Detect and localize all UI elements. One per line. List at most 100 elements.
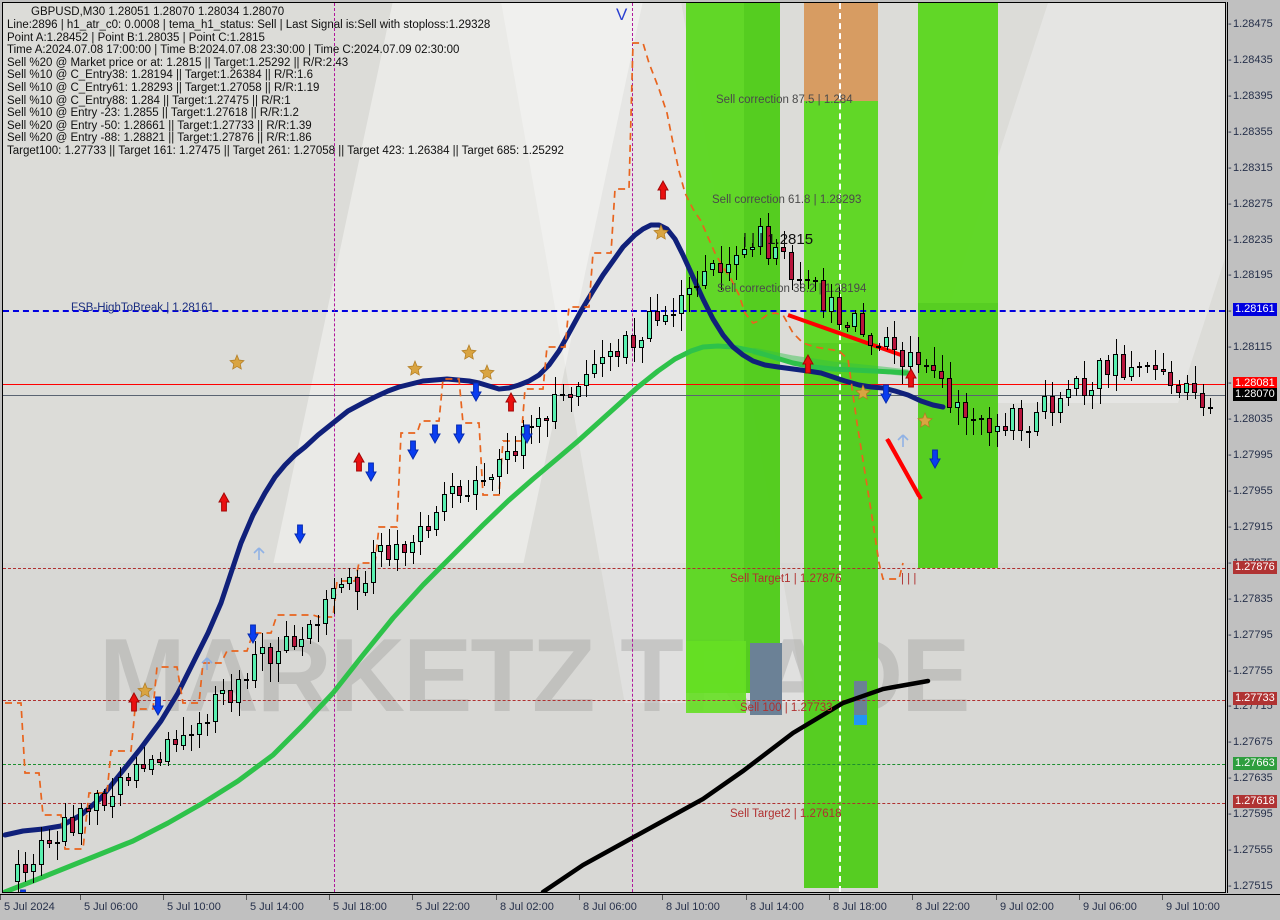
candle-body [876, 346, 881, 348]
candle-body [497, 459, 502, 477]
candle-body [110, 796, 115, 807]
session-band [918, 303, 998, 568]
price-tick: -1.27515 [1228, 880, 1273, 892]
price-tick: -1.28035 [1228, 413, 1273, 425]
sell-arrow-icon [802, 354, 814, 374]
candle-body [1105, 360, 1110, 375]
candle-body [608, 351, 613, 357]
buy-arrow-icon [929, 449, 941, 469]
candle-body [402, 544, 407, 553]
time-tick-mark [80, 895, 81, 900]
price-tick: -1.27835 [1228, 593, 1273, 605]
candle-body [23, 864, 28, 873]
price-tick: -1.28195 [1228, 269, 1273, 281]
price-axis[interactable]: -1.28475 -1.28435 -1.28395 -1.28355 -1.28315… [1227, 2, 1278, 893]
candle-wick [784, 231, 785, 259]
sell-correction-382: Sell correction 38.2 | 1.28194 [717, 283, 867, 295]
badge-ask[interactable]: 1.28081 [1233, 377, 1277, 390]
session-band [804, 343, 878, 888]
info-lines: Line:2896 | h1_atr_c0: 0.0008 | tema_h1_… [7, 19, 767, 158]
chart-plot-area[interactable]: MARKETZ TRADE [2, 2, 1226, 893]
badge-target1[interactable]: 1.27876 [1233, 561, 1277, 574]
badge-target2[interactable]: 1.27618 [1233, 795, 1277, 808]
forecast-line [540, 678, 931, 892]
candle-wick [642, 337, 643, 363]
candle-wick [744, 237, 745, 258]
candle-body [1208, 407, 1213, 409]
price-tick: -1.28395 [1228, 90, 1273, 102]
candle-body [829, 297, 834, 312]
price-tick: -1.27595 [1228, 808, 1273, 820]
candle-body [781, 247, 786, 252]
chart-info-panel: GBPUSD,M30 1.28051 1.28070 1.28034 1.280… [7, 5, 767, 158]
time-tick: 5 Jul 18:00 [333, 901, 387, 913]
candle-body [924, 365, 929, 367]
volume-block [686, 641, 746, 713]
time-tick: 5 Jul 10:00 [167, 901, 221, 913]
candle-body [1050, 396, 1055, 413]
candle-body [1137, 366, 1142, 368]
candle-body [955, 402, 960, 408]
candle-wick [183, 717, 184, 750]
candle-wick [1147, 362, 1148, 373]
level-ask [3, 384, 1225, 385]
candle-body [347, 577, 352, 584]
candle-body [355, 577, 360, 592]
time-tick-mark [1079, 895, 1080, 900]
badge-bid[interactable]: 1.28070 [1233, 388, 1277, 401]
time-tick-mark [996, 895, 997, 900]
info-line-1: Point A:1.28452 | Point B:1.28035 | Poin… [7, 31, 265, 44]
candle-body [363, 583, 368, 593]
candle-body [1066, 389, 1071, 398]
candle-body [442, 494, 447, 512]
level-sell-target1 [3, 568, 1225, 569]
level-support [3, 764, 1225, 765]
candle-wick [515, 436, 516, 462]
candle-body [1145, 365, 1150, 367]
candle-body [1018, 408, 1023, 431]
candle-wick [468, 480, 469, 502]
candle-body [584, 374, 589, 386]
candle-body [679, 295, 684, 314]
volume-block [750, 643, 782, 715]
time-tick: 9 Jul 06:00 [1083, 901, 1137, 913]
candle-body [797, 279, 802, 281]
price-tick: -1.27995 [1228, 449, 1273, 461]
badge-support[interactable]: 1.27663 [1233, 757, 1277, 770]
candle-body [576, 386, 581, 397]
candle-wick [49, 829, 50, 848]
candle-body [371, 552, 376, 583]
candle-wick [484, 463, 485, 486]
price-tick: -1.27955 [1228, 485, 1273, 497]
candle-wick [247, 673, 248, 689]
candle-body [118, 777, 123, 795]
candle-body [292, 636, 297, 647]
candle-body [671, 314, 676, 316]
badge-fsb[interactable]: 1.28161 [1233, 303, 1277, 316]
candlestick-series [3, 3, 1225, 892]
time-axis[interactable]: 5 Jul 2024 5 Jul 06:00 5 Jul 10:00 5 Jul 14… [0, 894, 1280, 920]
candle-wick [191, 725, 192, 751]
candle-body [513, 451, 518, 456]
candle-body [1010, 408, 1015, 431]
sell-target2: Sell Target2 | 1.27618 [730, 808, 842, 820]
sell-arrow-icon [905, 368, 917, 388]
buy-arrow-icon [365, 462, 377, 482]
candle-wick [752, 243, 753, 257]
news-band [804, 3, 878, 101]
candle-body [450, 486, 455, 494]
badge-sell100[interactable]: 1.27733 [1233, 692, 1277, 705]
candle-body [55, 842, 60, 844]
candle-body [165, 739, 170, 762]
time-tick-mark [246, 895, 247, 900]
candle-wick [934, 347, 935, 378]
slow-ma-shadow [752, 347, 909, 377]
candle-body [931, 365, 936, 371]
candle-body [939, 371, 944, 379]
candle-body [1097, 360, 1102, 389]
candle-body [995, 426, 1000, 432]
time-tick-mark [829, 895, 830, 900]
level-bid [3, 395, 1225, 396]
candle-body [173, 739, 178, 745]
candle-body [260, 647, 265, 654]
